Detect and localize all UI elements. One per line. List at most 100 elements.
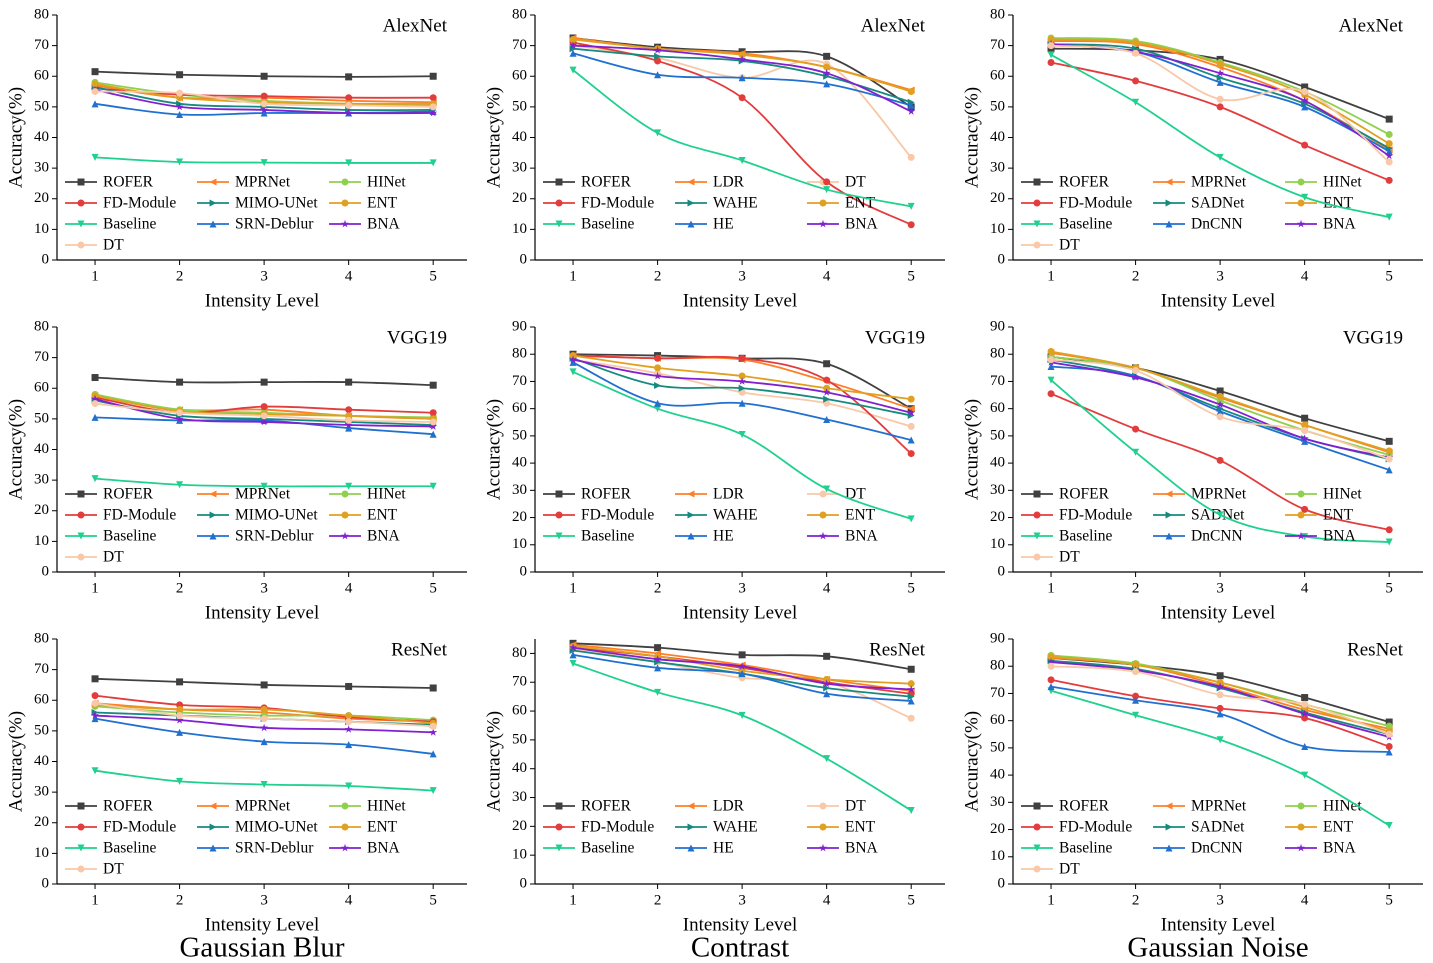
legend-label: DT [103,237,124,254]
data-point [654,57,662,65]
y-tick-label: 50 [512,98,527,114]
x-tick-label: 2 [654,892,662,908]
data-point [823,416,831,424]
data-point [1216,95,1224,103]
data-point [1047,348,1055,355]
legend-marker [1165,823,1173,831]
legend-marker [77,532,85,540]
legend-marker [819,802,827,810]
data-point [429,418,437,426]
panel-title: VGG19 [865,327,925,348]
x-axis-label: Intensity Level [683,914,798,935]
panel: 0 10 20 30 40 50 60 70 80 1 2 3 4 5 Intensity Level Acc… [483,6,945,311]
y-tick-label: 60 [34,380,49,396]
legend-marker [819,199,827,207]
panel-title: ResNet [1347,639,1404,660]
legend-marker [687,178,695,186]
legend-label: SRN-Deblur [235,840,314,857]
y-tick-label: 60 [34,692,49,708]
legend-label: ENT [845,507,876,524]
column-title: Gaussian Blur [179,932,344,963]
data-point [260,705,268,713]
data-point [260,378,268,386]
data-point [1216,736,1224,744]
legend-label: BNA [1323,216,1357,233]
legend-label: BNA [367,840,401,857]
legend-marker [1033,823,1041,831]
x-tick-label: 1 [569,580,577,596]
x-tick-label: 3 [260,580,268,596]
legend-marker [77,178,85,186]
legend-marker [1297,199,1305,207]
data-point [344,420,353,429]
data-point [1216,710,1224,718]
y-axis-label: Accuracy(%) [5,87,26,188]
legend-marker [819,511,827,519]
data-point [260,681,268,689]
legend-marker [819,219,827,228]
data-point [91,88,99,96]
data-point [654,644,662,652]
legend-marker [1297,490,1305,498]
legend-label: SRN-Deblur [235,528,314,545]
data-point [260,738,268,746]
x-tick-label: 4 [1301,580,1309,596]
data-point [345,741,353,749]
legend-label: LDR [713,486,745,503]
y-tick-label: 90 [990,630,1005,646]
legend-label: BNA [845,840,879,857]
data-point [1301,421,1309,429]
panel: 0 10 20 30 40 50 60 70 80 90 1 2 3 4 5 Intensity Level A… [483,318,945,623]
legend-label: ENT [367,819,398,836]
y-tick-label: 30 [34,472,49,488]
data-point [345,101,353,109]
y-tick-label: 10 [34,845,49,861]
legend-label: HE [713,216,734,233]
legend-label: HINet [367,798,406,815]
data-point [823,63,831,71]
legend-marker [555,844,563,852]
data-point [738,354,746,362]
data-point [1132,668,1140,676]
data-point [1047,356,1055,364]
data-point [823,52,831,60]
data-point [429,422,438,430]
x-tick-label: 3 [1216,580,1224,596]
data-point [738,94,746,102]
y-tick-label: 40 [34,129,49,145]
y-tick-label: 60 [990,400,1005,416]
panel-title: AlexNet [861,15,926,36]
data-point [429,409,437,417]
data-point [91,153,99,161]
data-point [1301,743,1309,751]
legend-label: ROFER [103,798,154,815]
data-point [1385,447,1393,455]
data-point [1047,36,1055,44]
legend-marker [77,844,85,852]
column-title: Contrast [691,932,789,963]
data-point [654,52,662,60]
legend-label: DT [103,549,124,566]
legend-label: LDR [713,798,745,815]
x-tick-label: 4 [345,892,353,908]
x-tick-label: 3 [738,580,746,596]
legend-label: DT [845,798,866,815]
data-point [1385,151,1394,160]
data-point [429,159,437,167]
data-point [1047,42,1055,50]
legend-marker [819,843,827,852]
y-tick-label: 0 [520,563,528,579]
data-point [1301,437,1309,445]
legend-marker [1033,532,1041,540]
data-point [738,51,746,59]
legend-marker [341,219,349,228]
data-point [907,515,915,523]
legend-marker [1297,823,1305,831]
data-point [1132,696,1140,704]
data-point [569,643,577,651]
y-tick-label: 80 [512,645,527,661]
x-axis-label: Intensity Level [683,290,798,311]
legend-label: BNA [1323,840,1357,857]
y-tick-label: 40 [34,753,49,769]
legend-marker [687,802,695,810]
